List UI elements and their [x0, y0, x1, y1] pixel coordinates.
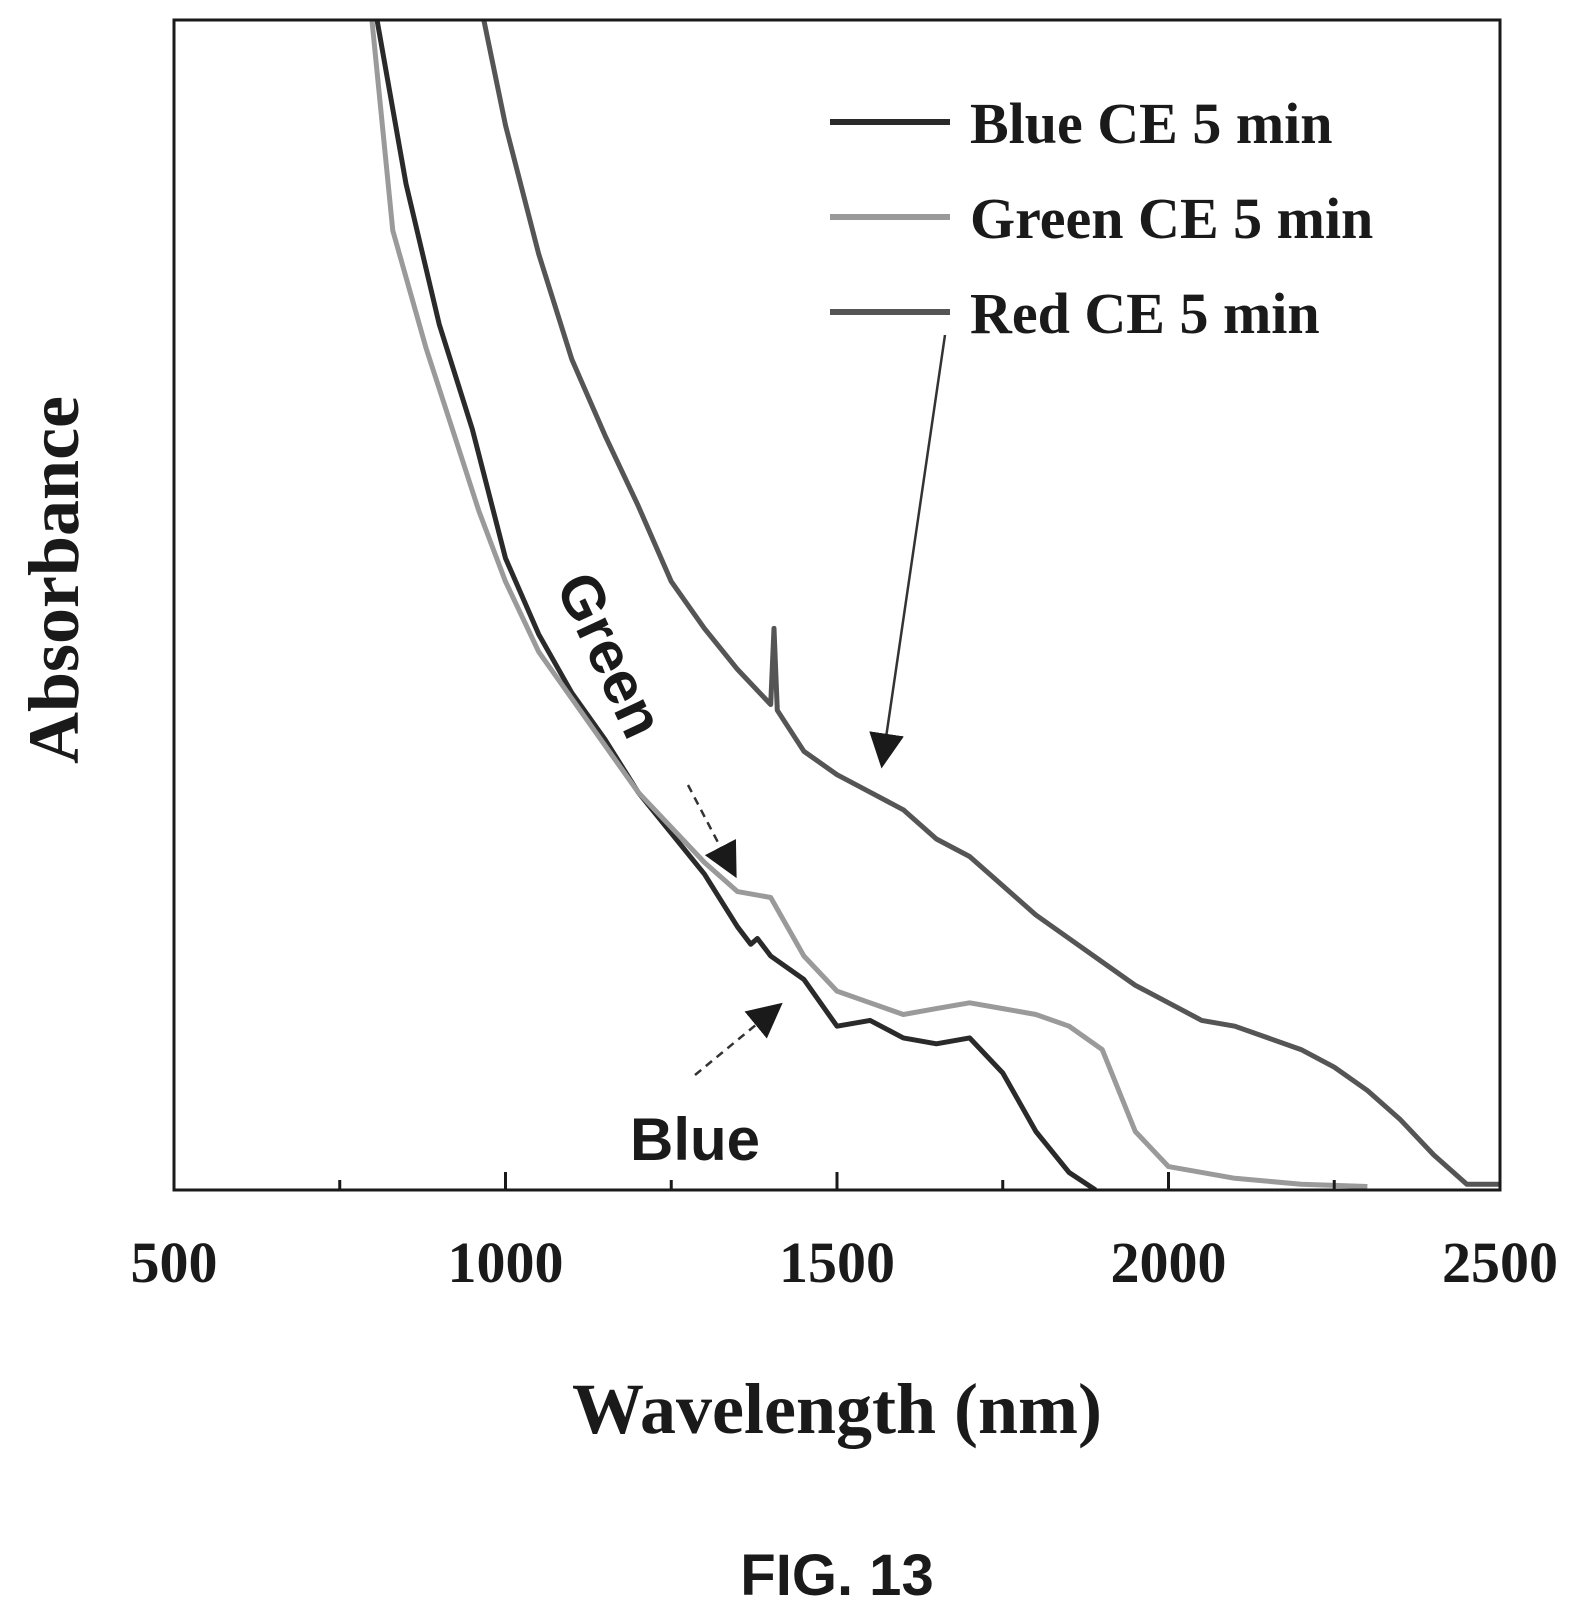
red-callout-arrow [869, 334, 947, 769]
figure-label: FIG. 13 [740, 1543, 933, 1608]
blue-callout-arrow [694, 1002, 783, 1076]
x-tick-label-1000: 1000 [448, 1230, 564, 1295]
green-annotation: Green [543, 562, 677, 747]
series-line-green [369, 20, 1368, 1189]
x-tick-label-1500: 1500 [779, 1230, 895, 1295]
x-axis-label: Wavelength (nm) [572, 1369, 1102, 1449]
series-line-blue [374, 20, 1097, 1190]
legend-label-red: Red CE 5 min [970, 281, 1320, 346]
series-line-red [481, 20, 1500, 1187]
legend-label-blue: Blue CE 5 min [970, 91, 1333, 156]
blue-annotation: Blue [630, 1106, 760, 1173]
y-axis-label: Absorbance [14, 396, 94, 764]
legend: Blue CE 5 min Green CE 5 min Red CE 5 mi… [830, 91, 1373, 346]
x-tick-label-500: 500 [131, 1230, 218, 1295]
x-tick-label-2000: 2000 [1111, 1230, 1227, 1295]
x-tick-label-2500: 2500 [1442, 1230, 1558, 1295]
legend-label-green: Green CE 5 min [970, 186, 1373, 251]
green-callout-arrow [686, 784, 737, 879]
